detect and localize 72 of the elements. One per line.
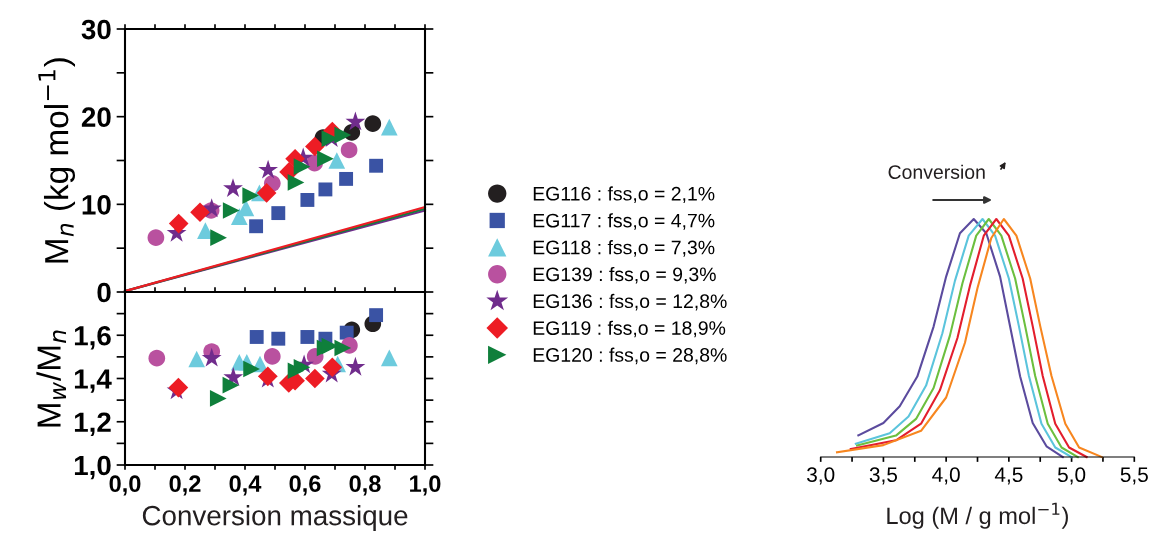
point <box>380 349 398 367</box>
x-axis-title: Log (M / g mol$^{−1}$) <box>887 502 1068 529</box>
point <box>317 150 334 168</box>
point <box>249 219 264 234</box>
text: Conversion <box>888 164 985 179</box>
x-axis-title: Conversion massique <box>142 505 408 531</box>
point <box>148 349 166 367</box>
y-tick-label: 0 <box>97 282 111 303</box>
y-tick-label: 20 <box>81 107 111 128</box>
point <box>340 141 358 159</box>
legend-label: EG136 : fss,o = 12,8% <box>533 293 727 311</box>
point <box>287 174 305 191</box>
x-tick-label: 4,0 <box>932 467 960 485</box>
x-tick-label: 0,4 <box>229 475 262 496</box>
point <box>188 350 206 368</box>
point <box>201 347 222 367</box>
point <box>369 308 384 323</box>
point <box>223 178 243 197</box>
point <box>147 229 165 246</box>
legend-label: EG118 : fss,o = 7,3% <box>533 240 715 257</box>
y-axis-title: M$_{n}$ (kg mol$^{−1}$) <box>38 58 76 263</box>
point <box>328 152 346 169</box>
point <box>271 331 286 346</box>
point <box>293 158 311 175</box>
point <box>168 213 189 234</box>
y-tick-label: 1,4 <box>74 369 112 393</box>
point <box>380 118 398 136</box>
point <box>369 158 384 173</box>
point <box>339 171 354 186</box>
x-tick-label: 0,6 <box>289 475 321 496</box>
point <box>249 330 264 344</box>
x-tick-label: 1,0 <box>410 475 441 496</box>
x-tick-label: 3,5 <box>869 467 898 485</box>
point <box>242 187 260 204</box>
x-tick-label: 0,2 <box>169 475 201 496</box>
x-tick-label: 5,5 <box>1120 467 1148 485</box>
y-tick-label: 30 <box>81 19 111 40</box>
point <box>222 376 240 394</box>
point <box>222 202 240 219</box>
point <box>258 159 279 179</box>
point <box>263 348 281 365</box>
legend-label: EG117 : fss,o = 4,7% <box>533 213 715 230</box>
point <box>300 330 315 344</box>
point <box>334 339 352 357</box>
point <box>322 357 343 378</box>
y-tick-label: 10 <box>82 195 111 215</box>
point <box>305 136 325 157</box>
point <box>305 368 325 389</box>
x-tick-label: 0,8 <box>349 475 381 496</box>
point <box>210 229 227 246</box>
legend-label: EG116 : fss,o = 2,1% <box>533 186 715 203</box>
legend-label: EG119 : fss,o = 18,9% <box>533 320 726 338</box>
point <box>256 183 277 203</box>
y-axis-title: M$_{w}$/M$_{n}$ <box>36 330 67 427</box>
x-tick-label: 4,5 <box>994 467 1023 485</box>
point <box>300 193 315 207</box>
point <box>190 202 210 223</box>
point <box>271 206 286 221</box>
point <box>243 360 260 378</box>
x-tick-label: 0,0 <box>109 475 141 496</box>
y-tick-label: 1,2 <box>74 412 111 437</box>
x-tick-label: 5,0 <box>1057 467 1086 485</box>
x-tick-label: 3,0 <box>807 467 835 485</box>
point <box>345 111 366 131</box>
point <box>364 115 382 133</box>
legend-label: EG139 : fss,o = 9,3% <box>533 266 716 284</box>
point <box>209 390 227 407</box>
legend-label: EG120 : fss,o = 28,8% <box>533 347 727 365</box>
point <box>345 356 366 376</box>
point <box>318 182 333 197</box>
point <box>334 126 352 144</box>
y-tick-label: 1,6 <box>74 325 111 350</box>
